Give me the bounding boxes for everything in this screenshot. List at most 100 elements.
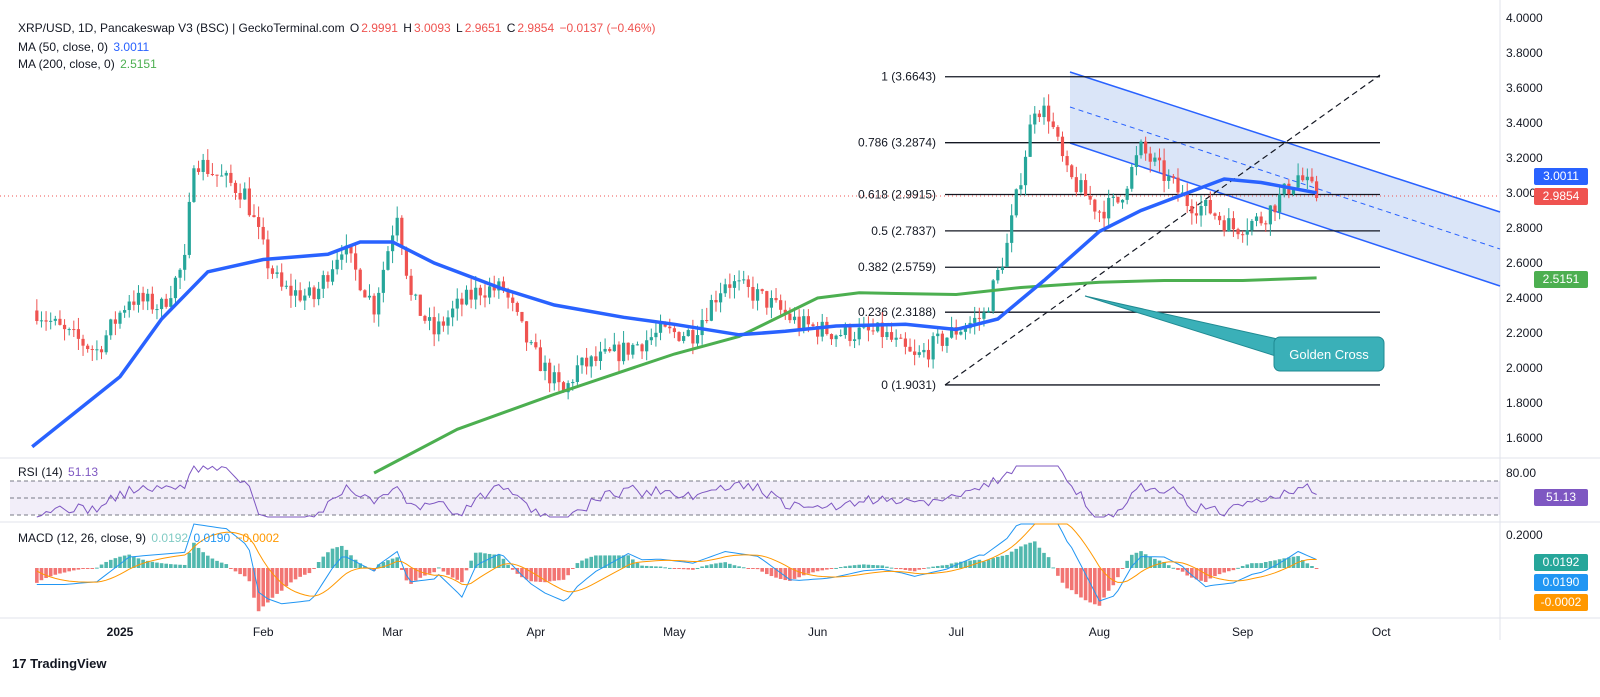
macd-hist-bar: [598, 555, 603, 568]
macd-hist-bar: [81, 568, 85, 569]
price-axis-tick: 2.2000: [1506, 326, 1543, 340]
price-axis-tick: 3.2000: [1506, 151, 1543, 165]
time-axis-tick: Sep: [1232, 625, 1254, 639]
candle-body: [159, 298, 164, 310]
candle-body: [1167, 176, 1171, 181]
candle-body: [705, 320, 709, 322]
macd-hist-bar: [44, 568, 48, 579]
macd-hist-bar: [704, 565, 709, 568]
moving-averages: [31, 177, 1317, 475]
price-axis-tick: 3.4000: [1506, 116, 1543, 130]
candle-body: [330, 269, 335, 282]
macd-hist-bar: [617, 555, 621, 568]
candle-body: [1144, 141, 1148, 154]
tradingview-logo[interactable]: 17 TradingView: [12, 656, 106, 671]
macd-hist-bar: [1300, 560, 1305, 568]
macd-hist-bar: [885, 566, 889, 568]
candle-body: [617, 344, 621, 362]
macd-hist-bar: [663, 567, 667, 569]
candle-body: [931, 336, 935, 360]
macd-hist-bar: [1291, 556, 1296, 568]
macd-hist-bar: [326, 552, 330, 568]
candle-body: [788, 313, 792, 321]
macd-hist-bar: [538, 568, 543, 582]
candle-body: [446, 317, 450, 326]
candle-body: [663, 323, 667, 327]
macd-hist-bar: [728, 563, 732, 568]
macd-hist-bar: [695, 567, 700, 569]
candle-body: [594, 356, 598, 361]
price-axis-tick: 3.8000: [1506, 46, 1543, 60]
candle-body: [1204, 199, 1208, 206]
candle-body: [880, 322, 884, 338]
macd-hist-bar: [1037, 547, 1042, 568]
macd-hist-bar: [386, 560, 390, 568]
macd-hist-bar: [898, 568, 903, 570]
macd-hist-bar: [783, 568, 788, 581]
candle-body: [1056, 127, 1060, 137]
candle-body: [829, 334, 834, 340]
candle-body: [959, 331, 963, 335]
high-value: 3.0093: [413, 21, 451, 35]
candle-body: [1185, 192, 1189, 207]
candle-body: [682, 336, 686, 341]
macd-hist-bar: [769, 568, 774, 577]
macd-hist-bar: [1019, 546, 1023, 568]
price-axis-tick: 1.6000: [1506, 431, 1543, 445]
candle-body: [123, 310, 127, 313]
macd-hist-bar: [1093, 568, 1097, 605]
macd-hist-bar: [982, 561, 986, 568]
candle-body: [109, 319, 113, 336]
fib-level-label: 0.236 (2.3188): [858, 305, 936, 319]
macd-hist-bar: [908, 568, 912, 571]
macd-hist-bar: [215, 560, 219, 568]
macd-hist-bar: [118, 556, 122, 568]
candle-body: [1148, 153, 1152, 162]
macd-hist-bar: [843, 566, 848, 568]
tradingview-icon: 17: [12, 656, 27, 671]
macd-hist-bar: [335, 547, 339, 568]
macd-hist-bar: [1139, 551, 1143, 568]
candle-body: [90, 349, 94, 351]
candle-body: [760, 289, 764, 292]
macd-hist-bar: [857, 564, 861, 568]
macd-hist-bar: [580, 560, 584, 568]
macd-hist-bar: [529, 568, 533, 582]
macd-hist-bar: [963, 561, 968, 568]
macd-hist-bar: [1056, 568, 1060, 576]
candle-body: [1305, 176, 1309, 181]
macd-hist-bar: [1314, 568, 1319, 569]
macd-hist-bar: [205, 555, 210, 568]
macd-hist-bar: [39, 568, 44, 581]
candle-body: [866, 325, 871, 331]
candle-body: [668, 326, 672, 329]
candle-body: [150, 293, 154, 310]
candle-body: [293, 290, 298, 296]
macd-hist-bar: [866, 564, 871, 568]
candle-body: [973, 317, 977, 323]
macd-hist-bar: [603, 555, 607, 568]
ma50-badge: 3.0011: [1534, 168, 1588, 185]
candle-body: [732, 281, 737, 288]
candle-body: [354, 253, 358, 270]
macd-hist-bar: [912, 568, 917, 572]
macd-hist-bar: [242, 568, 247, 577]
ma50-line: [31, 177, 1317, 449]
signal-badge: 0.0190: [1534, 574, 1588, 591]
candle-body: [755, 289, 760, 301]
candle-body: [478, 287, 482, 296]
macd-hist-bar: [820, 568, 825, 571]
candle-body: [852, 339, 857, 341]
candle-body: [1088, 195, 1092, 200]
macd-badge: 0.0192: [1534, 554, 1588, 571]
candle-body: [1310, 176, 1314, 182]
macd-hist-bar: [150, 561, 155, 568]
macd-hist-bar: [62, 568, 67, 573]
macd-hist-bar: [48, 568, 53, 577]
candle-body: [192, 168, 196, 202]
candle-body: [1268, 205, 1272, 225]
candle-body: [1070, 165, 1074, 178]
candle-body: [414, 294, 418, 296]
macd-hist-bar: [903, 568, 908, 570]
